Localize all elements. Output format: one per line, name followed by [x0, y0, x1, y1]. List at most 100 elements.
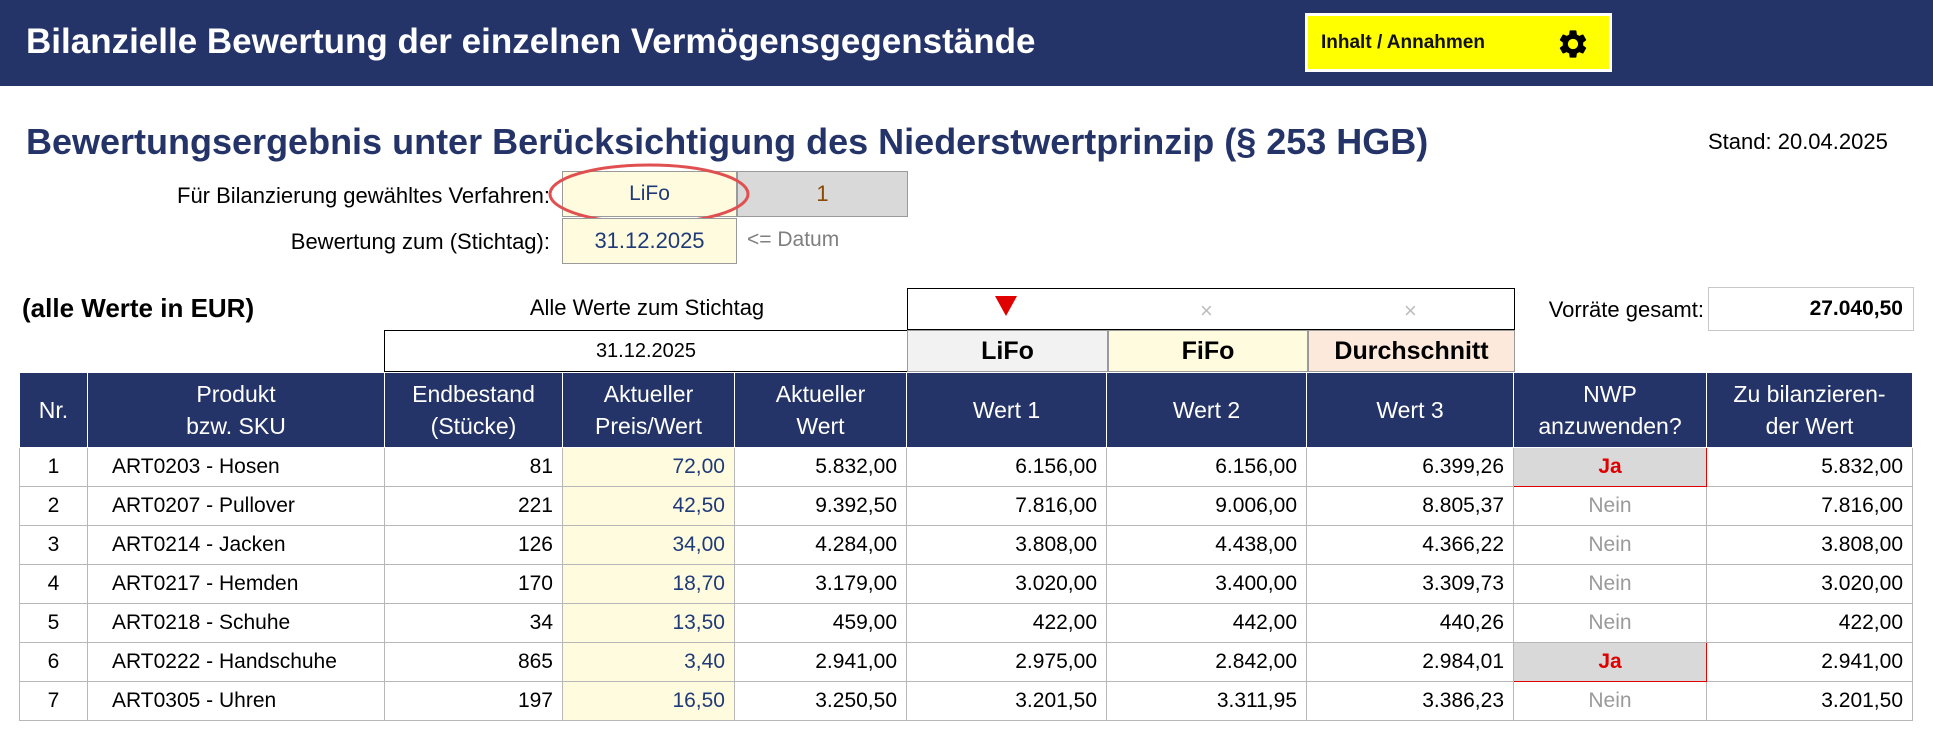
- current-price[interactable]: 72,00: [562, 447, 735, 487]
- product-name: ART0218 - Schuhe: [87, 603, 385, 643]
- method-header-fifo[interactable]: FiFo: [1108, 330, 1308, 372]
- nwp-flag: Nein: [1513, 681, 1707, 721]
- column-header-line2: Preis/Wert: [595, 413, 702, 439]
- current-value: 3.250,50: [734, 681, 907, 721]
- end-stock: 126: [384, 525, 563, 565]
- current-value: 2.941,00: [734, 642, 907, 682]
- stand-date: Stand: 20.04.2025: [1708, 129, 1888, 154]
- nwp-flag: Ja: [1513, 642, 1707, 682]
- column-header: Produkt bzw. SKU: [87, 372, 385, 448]
- row-number: 2: [19, 486, 88, 526]
- value-2: 9.006,00: [1106, 486, 1307, 526]
- balance-value: 3.020,00: [1706, 564, 1913, 604]
- value-3: 6.399,26: [1306, 447, 1514, 487]
- gear-icon: [1559, 30, 1587, 58]
- column-header: Nr.: [19, 372, 88, 448]
- end-stock: 221: [384, 486, 563, 526]
- column-header: Zu bilanzieren-der Wert: [1706, 372, 1913, 448]
- total-label: Vorräte gesamt:: [1548, 297, 1704, 322]
- value-2: 3.400,00: [1106, 564, 1307, 604]
- value-3: 2.984,01: [1306, 642, 1514, 682]
- product-name: ART0217 - Hemden: [87, 564, 385, 604]
- stichtag-date-input[interactable]: 31.12.2025: [562, 218, 737, 264]
- selected-method-marker-icon: [995, 296, 1017, 316]
- column-header-line1: Zu bilanzieren-: [1733, 381, 1886, 407]
- date-hint: <= Datum: [747, 228, 840, 251]
- column-header: Wert 3: [1306, 372, 1514, 448]
- column-header: Endbestand (Stücke): [384, 372, 563, 448]
- row-number: 3: [19, 525, 88, 565]
- method-header-durchschnitt[interactable]: Durchschnitt: [1308, 330, 1515, 372]
- balance-value: 3.201,50: [1706, 681, 1913, 721]
- column-header-line1: NWP: [1583, 381, 1637, 407]
- column-header: Wert 1: [906, 372, 1107, 448]
- table-row: 7 ART0305 - Uhren 197 16,50 3.250,50 3.201,50…: [19, 681, 1913, 721]
- value-2: 2.842,00: [1106, 642, 1307, 682]
- column-header-line2: bzw. SKU: [186, 413, 286, 439]
- column-header-line2: (Stücke): [430, 413, 517, 439]
- value-2: 442,00: [1106, 603, 1307, 643]
- end-stock: 81: [384, 447, 563, 487]
- value-3: 440,26: [1306, 603, 1514, 643]
- method-select[interactable]: LiFo: [562, 171, 737, 217]
- value-1: 6.156,00: [906, 447, 1107, 487]
- current-price[interactable]: 3,40: [562, 642, 735, 682]
- current-value: 459,00: [734, 603, 907, 643]
- current-price[interactable]: 42,50: [562, 486, 735, 526]
- nwp-flag: Nein: [1513, 486, 1707, 526]
- date-label: Bewertung zum (Stichtag):: [290, 229, 550, 254]
- current-price[interactable]: 16,50: [562, 681, 735, 721]
- value-3: 3.386,23: [1306, 681, 1514, 721]
- method-header-lifo[interactable]: LiFo: [907, 330, 1108, 372]
- value-3: 4.366,22: [1306, 525, 1514, 565]
- nwp-flag: Nein: [1513, 525, 1707, 565]
- end-stock: 34: [384, 603, 563, 643]
- stichtag-caption: Alle Werte zum Stichtag: [529, 295, 765, 320]
- method-label: Für Bilanzierung gewähltes Verfahren:: [177, 183, 550, 208]
- column-header: Aktueller Preis/Wert: [562, 372, 735, 448]
- stichtag-date-display: 31.12.2025: [384, 330, 908, 372]
- column-header-line2: Wert: [796, 413, 845, 439]
- nwp-flag: Ja: [1513, 447, 1707, 487]
- unit-note: (alle Werte in EUR): [22, 293, 255, 323]
- balance-value: 422,00: [1706, 603, 1913, 643]
- table-row: 6 ART0222 - Handschuhe 865 3,40 2.941,00 2.97…: [19, 642, 1913, 682]
- balance-value: 7.816,00: [1706, 486, 1913, 526]
- valuation-table: Nr. Produkt bzw. SKU Endbestand (Stücke) Aktu…: [19, 372, 1913, 721]
- table-row: 5 ART0218 - Schuhe 34 13,50 459,00 422,00 442,…: [19, 603, 1913, 643]
- product-name: ART0305 - Uhren: [87, 681, 385, 721]
- nwp-flag: Nein: [1513, 564, 1707, 604]
- column-header-line1: Wert 1: [972, 397, 1041, 423]
- current-value: 5.832,00: [734, 447, 907, 487]
- value-2: 6.156,00: [1106, 447, 1307, 487]
- column-header-line1: Produkt: [196, 381, 276, 407]
- current-value: 9.392,50: [734, 486, 907, 526]
- table-row: 2 ART0207 - Pullover 221 42,50 9.392,50 7.816…: [19, 486, 1913, 526]
- balance-value: 3.808,00: [1706, 525, 1913, 565]
- contents-assumptions-button[interactable]: Inhalt / Annahmen: [1305, 13, 1612, 72]
- row-number: 6: [19, 642, 88, 682]
- value-1: 422,00: [906, 603, 1107, 643]
- row-number: 4: [19, 564, 88, 604]
- current-price[interactable]: 13,50: [562, 603, 735, 643]
- column-header-line1: Nr.: [38, 397, 69, 423]
- row-number: 5: [19, 603, 88, 643]
- row-number: 1: [19, 447, 88, 487]
- column-header-line1: Wert 2: [1172, 397, 1241, 423]
- total-value: 27.040,50: [1708, 287, 1914, 331]
- product-name: ART0222 - Handschuhe: [87, 642, 385, 682]
- column-header-line2: der Wert: [1765, 413, 1854, 439]
- deselected-mark-durchschnitt: ×: [1404, 298, 1417, 323]
- value-1: 3.020,00: [906, 564, 1107, 604]
- current-price[interactable]: 18,70: [562, 564, 735, 604]
- column-header: Wert 2: [1106, 372, 1307, 448]
- value-3: 8.805,37: [1306, 486, 1514, 526]
- current-price[interactable]: 34,00: [562, 525, 735, 565]
- table-body: 1 ART0203 - Hosen 81 72,00 5.832,00 6.156,00 6…: [19, 447, 1913, 721]
- method-selector-bar: [907, 288, 1515, 330]
- app-title: Bilanzielle Bewertung der einzelnen Verm…: [26, 22, 1036, 61]
- page-subtitle: Bewertungsergebnis unter Berücksichtigun…: [26, 121, 1429, 162]
- column-header: Aktueller Wert: [734, 372, 907, 448]
- table-row: 1 ART0203 - Hosen 81 72,00 5.832,00 6.156,00 6…: [19, 447, 1913, 487]
- balance-value: 2.941,00: [1706, 642, 1913, 682]
